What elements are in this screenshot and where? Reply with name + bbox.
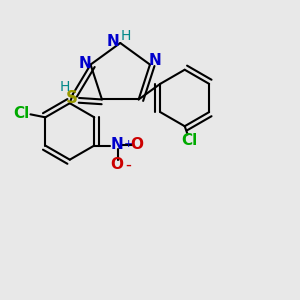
Text: Cl: Cl	[181, 133, 197, 148]
Text: H: H	[120, 28, 131, 43]
Text: O: O	[130, 136, 143, 152]
Text: N: N	[111, 136, 124, 152]
Text: O: O	[111, 158, 124, 172]
Text: H: H	[59, 80, 70, 94]
Text: S: S	[66, 89, 78, 107]
Text: N: N	[106, 34, 119, 49]
Text: N: N	[79, 56, 92, 70]
Text: Cl: Cl	[14, 106, 30, 121]
Text: +: +	[123, 139, 133, 149]
Text: N: N	[149, 53, 162, 68]
Text: -: -	[125, 156, 131, 174]
